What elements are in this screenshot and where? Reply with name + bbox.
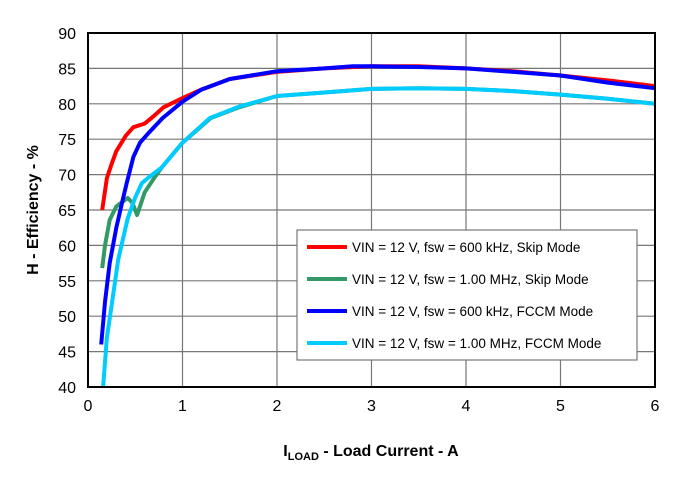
x-tick-label: 6 [651, 398, 660, 415]
x-tick-label: 5 [556, 398, 565, 415]
legend: VIN = 12 V, fsw = 600 kHz, Skip Mode VIN … [296, 229, 638, 361]
y-tick-label: 85 [58, 61, 76, 78]
y-tick-label: 40 [58, 380, 76, 397]
legend-entry: VIN = 12 V, fsw = 600 kHz, FCCM Mode [352, 304, 593, 319]
legend-box [296, 229, 638, 361]
x-tick-label: 4 [462, 398, 471, 415]
series-lines [99, 64, 656, 388]
y-tick-label: 60 [58, 238, 76, 255]
legend-entry: VIN = 12 V, fsw = 1.00 MHz, Skip Mode [352, 272, 589, 287]
y-tick-label: 55 [58, 274, 76, 291]
plot-frame [87, 32, 656, 388]
y-tick-label: 65 [58, 203, 76, 220]
y-tick-label: 70 [58, 168, 76, 185]
x-tick-label: 2 [273, 398, 282, 415]
legend-entry: VIN = 12 V, fsw = 1.00 MHz, FCCM Mode [352, 336, 601, 351]
y-axis-label: H - Efficiency - % [25, 145, 42, 275]
x-axis-label: ILOAD - Load Current - A [283, 443, 459, 463]
y-tick-label: 80 [58, 97, 76, 114]
x-axis-label-sub: LOAD [288, 451, 319, 463]
y-tick-label: 90 [58, 26, 76, 43]
x-tick-label: 0 [84, 398, 93, 415]
series-line-3 [99, 64, 656, 345]
legend-entry: VIN = 12 V, fsw = 600 kHz, Skip Mode [352, 240, 580, 255]
series-line-4 [101, 86, 656, 388]
y-tick-label: 75 [58, 132, 76, 149]
y-tick-label: 50 [58, 309, 76, 326]
x-axis-label-rest: - Load Current - A [319, 443, 459, 460]
x-tick-label: 1 [178, 398, 187, 415]
y-tick-label: 45 [58, 345, 76, 362]
x-axis-label-main: I [283, 443, 287, 460]
x-tick-label: 3 [367, 398, 376, 415]
